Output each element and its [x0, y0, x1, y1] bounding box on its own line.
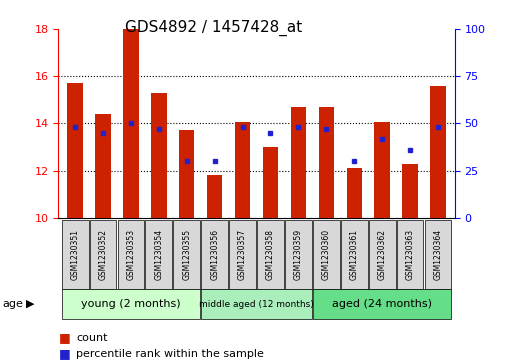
Text: GSM1230361: GSM1230361: [350, 229, 359, 280]
Bar: [397, 220, 423, 289]
Text: GSM1230354: GSM1230354: [154, 229, 164, 280]
Bar: [257, 220, 284, 289]
Text: ■: ■: [58, 331, 70, 344]
Text: percentile rank within the sample: percentile rank within the sample: [76, 349, 264, 359]
Bar: [313, 220, 340, 289]
Bar: [374, 122, 390, 218]
Bar: [117, 220, 144, 289]
Bar: [341, 220, 368, 289]
Bar: [263, 147, 278, 218]
Bar: [402, 163, 418, 218]
Text: ▶: ▶: [26, 299, 35, 309]
Bar: [90, 220, 116, 289]
Text: GSM1230363: GSM1230363: [405, 229, 415, 280]
Bar: [201, 289, 312, 319]
Text: GSM1230352: GSM1230352: [99, 229, 108, 280]
Text: GDS4892 / 1457428_at: GDS4892 / 1457428_at: [125, 20, 302, 36]
Text: age: age: [3, 299, 23, 309]
Bar: [430, 86, 446, 218]
Text: count: count: [76, 333, 108, 343]
Text: GSM1230356: GSM1230356: [210, 229, 219, 280]
Text: ■: ■: [58, 347, 70, 360]
Bar: [151, 93, 167, 218]
Bar: [96, 114, 111, 218]
Bar: [62, 289, 200, 319]
Text: middle aged (12 months): middle aged (12 months): [199, 299, 314, 309]
Bar: [173, 220, 200, 289]
Text: GSM1230353: GSM1230353: [126, 229, 136, 280]
Text: GSM1230358: GSM1230358: [266, 229, 275, 280]
Bar: [291, 107, 306, 218]
Bar: [425, 220, 451, 289]
Bar: [145, 220, 172, 289]
Bar: [235, 122, 250, 218]
Bar: [346, 168, 362, 218]
Text: GSM1230359: GSM1230359: [294, 229, 303, 280]
Text: aged (24 months): aged (24 months): [332, 299, 432, 309]
Text: GSM1230364: GSM1230364: [433, 229, 442, 280]
Text: GSM1230351: GSM1230351: [71, 229, 80, 280]
Bar: [68, 83, 83, 218]
Bar: [62, 220, 88, 289]
Bar: [123, 29, 139, 218]
Bar: [207, 175, 223, 218]
Bar: [201, 220, 228, 289]
Text: young (2 months): young (2 months): [81, 299, 181, 309]
Text: GSM1230362: GSM1230362: [377, 229, 387, 280]
Bar: [229, 220, 256, 289]
Bar: [369, 220, 396, 289]
Bar: [179, 130, 195, 218]
Text: GSM1230360: GSM1230360: [322, 229, 331, 280]
Text: GSM1230357: GSM1230357: [238, 229, 247, 280]
Bar: [285, 220, 312, 289]
Bar: [313, 289, 451, 319]
Text: GSM1230355: GSM1230355: [182, 229, 192, 280]
Bar: [319, 107, 334, 218]
